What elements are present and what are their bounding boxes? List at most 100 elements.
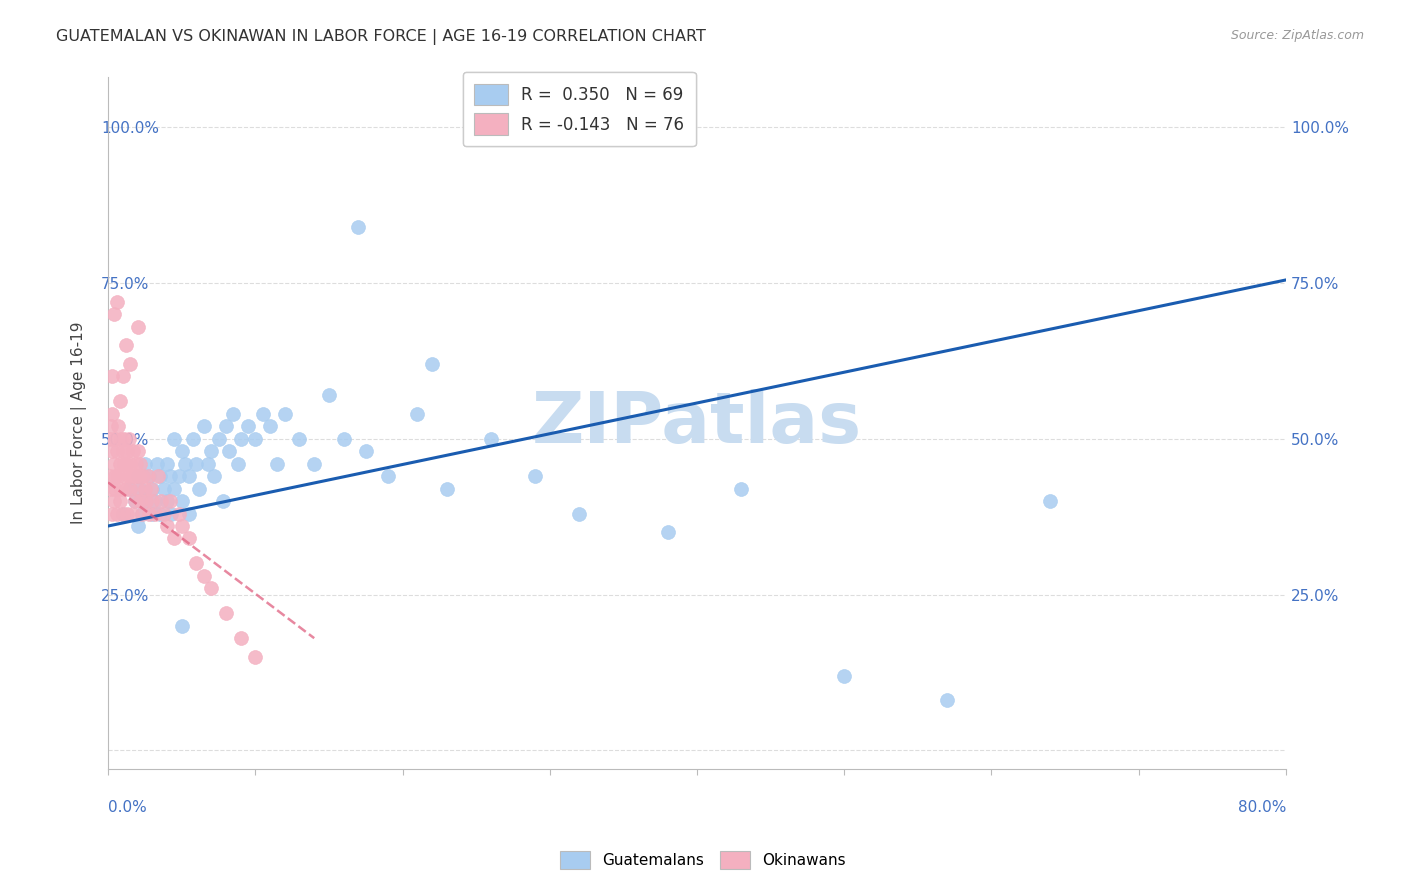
Point xyxy=(159,469,181,483)
Point xyxy=(129,494,152,508)
Point xyxy=(167,469,190,483)
Point xyxy=(156,457,179,471)
Point xyxy=(229,631,252,645)
Point xyxy=(112,457,135,471)
Point xyxy=(1039,494,1062,508)
Point xyxy=(163,532,186,546)
Point xyxy=(160,507,183,521)
Point xyxy=(406,407,429,421)
Point xyxy=(730,482,752,496)
Text: 80.0%: 80.0% xyxy=(1237,799,1286,814)
Point xyxy=(145,457,167,471)
Point xyxy=(177,469,200,483)
Point xyxy=(103,457,125,471)
Point xyxy=(120,482,142,496)
Point xyxy=(252,407,274,421)
Point xyxy=(156,494,179,508)
Point xyxy=(127,469,149,483)
Point xyxy=(146,469,169,483)
Point xyxy=(149,469,172,483)
Point xyxy=(111,444,134,458)
Point xyxy=(936,693,959,707)
Point xyxy=(103,307,125,321)
Point xyxy=(114,482,136,496)
Point xyxy=(111,369,134,384)
Point xyxy=(104,432,127,446)
Point xyxy=(124,494,146,508)
Point xyxy=(108,494,131,508)
Text: GUATEMALAN VS OKINAWAN IN LABOR FORCE | AGE 16-19 CORRELATION CHART: GUATEMALAN VS OKINAWAN IN LABOR FORCE | … xyxy=(56,29,706,45)
Point xyxy=(193,569,215,583)
Point xyxy=(134,494,156,508)
Point xyxy=(114,338,136,352)
Point xyxy=(134,457,156,471)
Point xyxy=(215,606,238,620)
Point xyxy=(108,394,131,409)
Point xyxy=(135,494,157,508)
Point xyxy=(114,457,136,471)
Point xyxy=(125,457,148,471)
Point xyxy=(226,457,249,471)
Point xyxy=(266,457,288,471)
Point xyxy=(107,469,129,483)
Point xyxy=(173,457,195,471)
Point xyxy=(259,419,281,434)
Point xyxy=(236,419,259,434)
Point xyxy=(111,507,134,521)
Point xyxy=(120,357,142,371)
Point xyxy=(177,532,200,546)
Point xyxy=(302,457,325,471)
Y-axis label: In Labor Force | Age 16-19: In Labor Force | Age 16-19 xyxy=(72,322,87,524)
Point xyxy=(832,668,855,682)
Point xyxy=(132,469,155,483)
Point xyxy=(245,432,267,446)
Point xyxy=(100,419,122,434)
Point xyxy=(131,507,153,521)
Point xyxy=(101,369,124,384)
Point xyxy=(229,432,252,446)
Point xyxy=(98,432,121,446)
Point xyxy=(120,457,142,471)
Text: 0.0%: 0.0% xyxy=(108,799,146,814)
Point xyxy=(107,419,129,434)
Point xyxy=(127,444,149,458)
Legend: R =  0.350   N = 69, R = -0.143   N = 76: R = 0.350 N = 69, R = -0.143 N = 76 xyxy=(463,72,696,146)
Point xyxy=(118,469,141,483)
Point xyxy=(115,444,138,458)
Point xyxy=(568,507,591,521)
Point xyxy=(197,457,219,471)
Point xyxy=(141,507,163,521)
Point xyxy=(101,507,124,521)
Point xyxy=(134,482,156,496)
Legend: Guatemalans, Okinawans: Guatemalans, Okinawans xyxy=(554,845,852,875)
Point xyxy=(110,482,132,496)
Point xyxy=(124,494,146,508)
Point xyxy=(163,432,186,446)
Point xyxy=(129,457,152,471)
Point xyxy=(170,444,193,458)
Point xyxy=(141,494,163,508)
Point xyxy=(122,444,145,458)
Point xyxy=(121,507,143,521)
Point xyxy=(177,507,200,521)
Point xyxy=(420,357,443,371)
Point xyxy=(104,482,127,496)
Point xyxy=(120,482,142,496)
Point xyxy=(274,407,297,421)
Point xyxy=(170,494,193,508)
Point xyxy=(215,419,238,434)
Point xyxy=(143,494,166,508)
Point xyxy=(138,507,160,521)
Point xyxy=(163,482,186,496)
Point xyxy=(245,649,267,664)
Point xyxy=(200,582,222,596)
Point xyxy=(101,444,124,458)
Point xyxy=(108,457,131,471)
Text: Source: ZipAtlas.com: Source: ZipAtlas.com xyxy=(1230,29,1364,42)
Point xyxy=(121,469,143,483)
Point xyxy=(136,469,159,483)
Point xyxy=(129,482,152,496)
Point xyxy=(377,469,399,483)
Point xyxy=(159,494,181,508)
Point xyxy=(127,519,149,533)
